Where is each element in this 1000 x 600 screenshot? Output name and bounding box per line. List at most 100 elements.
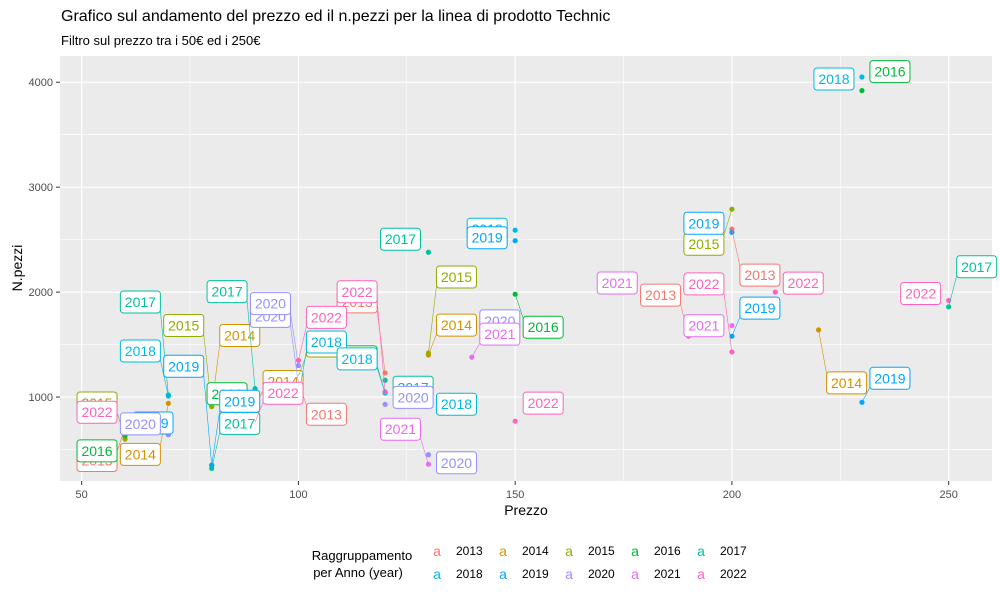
legend-label-2019: 2019 [522, 567, 549, 581]
data-point-2020 [382, 401, 388, 407]
data-label-2021: 2021 [484, 326, 515, 342]
data-label-box [683, 314, 725, 338]
label-leader-line [211, 410, 221, 466]
data-label-2018: 2018 [818, 71, 849, 87]
data-point-2016 [859, 88, 865, 94]
data-label-box [392, 385, 434, 409]
legend-key-2015: a [565, 543, 573, 559]
data-label-2021: 2021 [385, 421, 416, 437]
data-point-2020 [425, 452, 432, 458]
data-label-2019: 2019 [168, 358, 199, 374]
legend-key-2021: a [631, 566, 639, 582]
legend-key-2017: a [697, 543, 705, 559]
data-label-box [869, 60, 911, 84]
data-label-box [435, 392, 477, 416]
data-label-box [435, 313, 477, 337]
legend-key-2018: a [433, 566, 441, 582]
y-tick-label: 1000 [29, 392, 53, 404]
data-label-box [596, 271, 638, 295]
data-label-2015: 2015 [688, 236, 719, 252]
legend-label-2022: 2022 [720, 567, 747, 581]
data-label-2016: 2016 [528, 319, 559, 335]
data-label-2022: 2022 [342, 284, 373, 300]
label-leader-line [160, 310, 169, 395]
data-label-2022: 2022 [311, 309, 342, 325]
data-point-2017 [425, 249, 432, 255]
legend-key-2019: a [499, 566, 507, 582]
legend-key-2014: a [499, 543, 507, 559]
label-leader-line [948, 275, 957, 307]
x-tick-label: 150 [506, 489, 524, 501]
label-leader-line [731, 317, 741, 337]
legend-label-2018: 2018 [456, 567, 483, 581]
data-label-box [305, 330, 347, 354]
data-label-box [336, 347, 378, 371]
axes: 50 100 150 200 250 1000 2000 3000 4000 [29, 77, 958, 501]
label-leader-line [211, 432, 221, 469]
label-leader-line [861, 387, 871, 403]
legend: Raggruppamento per Anno (year) a 2013 a 201… [312, 543, 747, 582]
data-point-2019 [512, 238, 518, 244]
data-label-2014: 2014 [441, 317, 472, 333]
data-label-box [782, 271, 824, 295]
data-label-2019: 2019 [688, 215, 719, 231]
data-label-box [219, 389, 261, 413]
x-axis-label: Prezzo [504, 502, 548, 518]
label-leader-line [723, 292, 733, 352]
data-label-box [435, 451, 477, 475]
data-label-2017: 2017 [125, 294, 156, 310]
data-labels: 2013201320132013201320142014201420142014… [76, 60, 998, 475]
data-label-box [869, 366, 911, 390]
legend-key-2022: a [697, 566, 705, 582]
data-label-2022: 2022 [788, 275, 819, 291]
data-label-box [163, 313, 205, 337]
data-label-box [826, 371, 868, 395]
data-label-box [163, 354, 205, 378]
label-leader-line [818, 329, 827, 374]
data-point-2021 [729, 323, 735, 329]
data-label-2019: 2019 [472, 230, 503, 246]
x-tick-label: 250 [939, 489, 957, 501]
data-label-box [900, 282, 942, 306]
y-tick-label: 4000 [29, 77, 53, 89]
data-label-2013: 2013 [311, 406, 342, 422]
data-label-box [522, 315, 564, 339]
data-label-2018: 2018 [342, 351, 373, 367]
data-label-2017: 2017 [211, 284, 242, 300]
data-point-2022 [512, 418, 518, 424]
y-axis-label: N.pezzi [9, 245, 25, 292]
data-label-box [76, 400, 118, 424]
x-tick-label: 50 [76, 489, 88, 501]
x-tick-label: 100 [289, 489, 307, 501]
data-label-2022: 2022 [81, 404, 112, 420]
data-label-box [435, 265, 477, 289]
data-label-box [466, 226, 508, 250]
data-label-2022: 2022 [905, 286, 936, 302]
legend-key-2016: a [631, 543, 639, 559]
data-label-box [119, 339, 161, 363]
data-label-2017: 2017 [224, 415, 255, 431]
data-label-box [522, 391, 564, 415]
data-label-2016: 2016 [81, 443, 112, 459]
data-label-box [739, 296, 781, 320]
data-label-2019: 2019 [224, 393, 255, 409]
data-label-2020: 2020 [398, 389, 429, 405]
data-label-box [336, 280, 378, 304]
legend-key-2013: a [433, 543, 441, 559]
data-label-2013: 2013 [645, 287, 676, 303]
data-label-2018: 2018 [311, 334, 342, 350]
y-tick-label: 3000 [29, 182, 53, 194]
chart-subtitle: Filtro sul prezzo tra i 50€ ed i 250€ [61, 33, 261, 48]
data-label-2016: 2016 [874, 64, 905, 80]
data-label-2015: 2015 [168, 317, 199, 333]
data-point-2018 [512, 227, 518, 233]
data-label-2021: 2021 [602, 275, 633, 291]
legend-label-2021: 2021 [654, 567, 681, 581]
data-label-2020: 2020 [255, 296, 286, 312]
data-label-2018: 2018 [125, 343, 156, 359]
label-leader-line [428, 285, 437, 354]
label-leader-line [420, 438, 429, 465]
data-label-box [305, 305, 347, 329]
data-label-2017: 2017 [385, 231, 416, 247]
